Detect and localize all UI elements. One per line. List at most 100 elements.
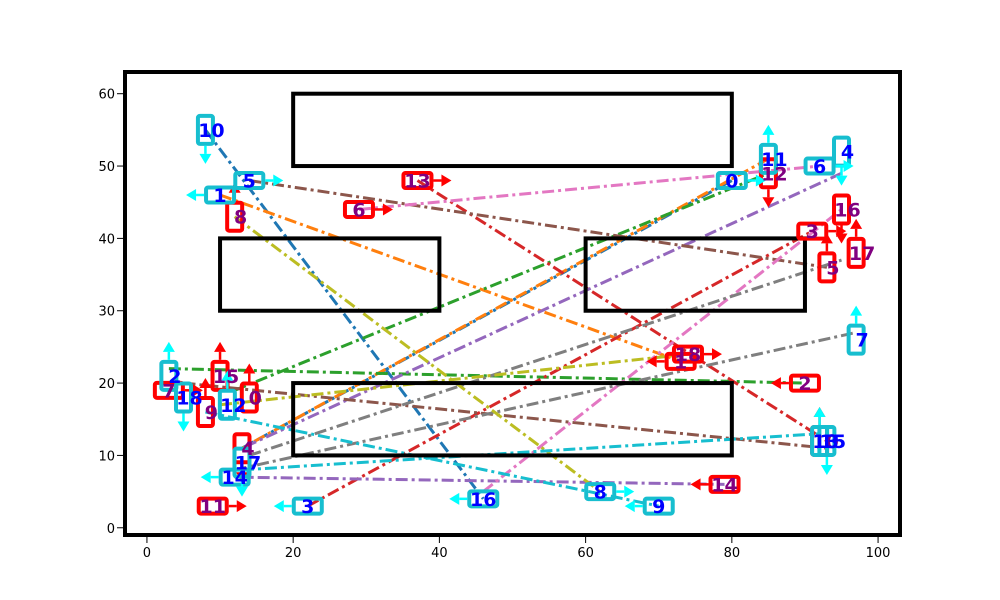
red-node-label: 4 — [241, 438, 254, 460]
red-node-label: 9 — [205, 402, 218, 424]
edge-line — [233, 215, 602, 493]
x-tick-label: 60 — [577, 546, 594, 561]
x-tick-label: 0 — [143, 546, 151, 561]
labels-layer: 0123456789101112131415161718012345678910… — [162, 120, 875, 518]
red-node-box — [196, 496, 229, 516]
cyan-node-box — [803, 156, 836, 176]
red-node-arrow-head — [820, 233, 833, 244]
cyan-node-label: 15 — [820, 431, 846, 453]
red-node-box — [195, 396, 215, 429]
red-node-label: 15 — [213, 366, 239, 388]
cyan-node-arrow-head — [449, 492, 460, 505]
cyan-node-box — [642, 496, 675, 516]
cyan-node-box — [291, 496, 324, 516]
y-tick-label: 50 — [98, 160, 115, 175]
cyan-node-label: 2 — [168, 366, 181, 388]
red-node-arrow-head — [646, 355, 657, 368]
red-node-arrow-head — [770, 377, 781, 390]
cyan-node-label: 16 — [470, 489, 496, 511]
cyan-node-label: 11 — [761, 149, 787, 171]
cyan-node-arrow-head — [762, 124, 775, 135]
cyan-node-box — [846, 323, 866, 356]
red-node-label: 14 — [711, 474, 737, 496]
red-node-label: 5 — [826, 257, 839, 279]
x-tick-label: 20 — [285, 546, 302, 561]
edge-line — [416, 179, 828, 443]
edge-line — [219, 193, 682, 363]
red-node-label: 10 — [812, 431, 838, 453]
red-node-box — [708, 474, 741, 494]
red-node-box — [796, 221, 829, 241]
cyan-node-label: 17 — [235, 453, 261, 475]
cyan-node-label: 8 — [594, 482, 607, 504]
red-node-box — [846, 236, 866, 269]
cyan-node-arrow-head — [221, 370, 234, 381]
cyan-node-arrow-head — [273, 174, 284, 187]
red-node-arrow-head — [711, 348, 722, 361]
y-tick-label: 60 — [98, 88, 115, 103]
cyan-node-box — [173, 381, 193, 414]
cyan-node-label: 13 — [812, 431, 838, 453]
edge-line — [307, 229, 813, 508]
cyan-node-arrow-head — [624, 485, 635, 498]
edge-line — [482, 208, 843, 493]
cyan-node-arrow-head — [624, 500, 635, 513]
cyan-node-arrow-head — [200, 471, 211, 484]
red-node-box — [401, 171, 434, 191]
red-node-label: 11 — [200, 496, 226, 518]
cyan-node-label: 6 — [813, 156, 826, 178]
cyan-node-arrow-head — [186, 188, 197, 201]
red-node-box — [832, 193, 852, 226]
nodes-layer — [152, 113, 866, 516]
cyan-node-label: 3 — [301, 496, 314, 518]
cyan-node-arrow-head — [235, 486, 248, 497]
cyan-node-label: 1 — [213, 185, 226, 207]
red-node-label: 2 — [798, 373, 811, 395]
cyan-node-arrow-head — [177, 421, 190, 432]
red-node-label: 6 — [352, 199, 365, 221]
cyan-node-box — [159, 359, 179, 392]
cyan-node-box — [715, 171, 748, 191]
cyan-node-arrow-head — [820, 464, 833, 475]
cyan-node-arrow-head — [850, 305, 863, 316]
red-node-arrow-head — [690, 478, 701, 491]
red-node-arrow-head — [441, 174, 452, 187]
x-tick-label: 40 — [431, 546, 448, 561]
cyan-node-box — [233, 171, 266, 191]
cyan-node-label: 7 — [856, 330, 869, 352]
y-tick-label: 0 — [107, 522, 115, 537]
red-node-arrow-head — [243, 363, 256, 374]
edge-line — [168, 367, 805, 385]
red-node-arrow-head — [192, 384, 203, 397]
cyan-node-arrow-head — [813, 406, 826, 417]
cyan-node-arrow-head — [273, 500, 284, 513]
obstacle-rect — [583, 236, 807, 313]
cyan-node-label: 12 — [220, 395, 246, 417]
red-node-arrow-head — [214, 341, 227, 352]
x-tick-label: 100 — [866, 546, 891, 561]
red-node-arrow-head — [835, 233, 848, 244]
edge-line — [248, 258, 842, 457]
red-node-label: 13 — [404, 171, 430, 193]
cyan-node-label: 18 — [176, 388, 202, 410]
edge-line — [234, 171, 769, 392]
edge-line — [234, 475, 725, 486]
red-node-label: 18 — [675, 344, 701, 366]
red-node-box — [817, 251, 837, 284]
obstacle-rect — [291, 381, 734, 458]
edge-line — [234, 330, 857, 472]
y-tick-label: 30 — [98, 305, 115, 320]
edge-line — [241, 432, 820, 472]
cyan-node-box — [204, 185, 237, 205]
cyan-node-box — [217, 388, 237, 421]
red-node-label: 0 — [249, 388, 262, 410]
obstacles-layer — [218, 91, 807, 458]
cyan-node-label: 5 — [243, 171, 256, 193]
red-node-label: 12 — [761, 163, 787, 185]
cyan-node-box — [758, 142, 778, 175]
red-node-box — [152, 380, 185, 400]
edges-layer — [168, 128, 857, 508]
red-node-box — [788, 373, 821, 393]
